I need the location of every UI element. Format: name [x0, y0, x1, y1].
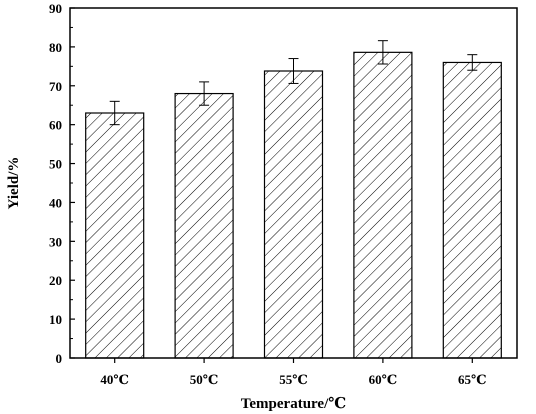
y-tick-label-8: 80	[49, 40, 62, 55]
x-axis-title: Temperature/℃	[241, 396, 346, 412]
bar-4	[442, 61, 502, 359]
error-bar-0	[109, 100, 120, 126]
y-tick-label-3: 30	[49, 234, 62, 249]
bar-2	[263, 70, 324, 359]
y-axis-title: Yield/%	[6, 157, 22, 210]
x-tick-label-2: 55℃	[279, 372, 308, 387]
error-bars-layer	[109, 40, 478, 126]
x-axis: 40℃ 50℃ 55℃ 60℃ 65℃	[100, 358, 487, 387]
error-bar-1	[199, 81, 210, 106]
y-tick-label-7: 70	[49, 79, 62, 94]
error-bar-3	[377, 40, 388, 65]
y-axis: 0 10 20 30 40 50 60 70 80 90	[49, 1, 75, 366]
y-tick-label-6: 60	[49, 118, 62, 133]
x-tick-label-1: 50℃	[190, 372, 219, 387]
bar-3	[353, 51, 413, 359]
y-tick-label-4: 40	[49, 195, 62, 210]
y-tick-label-1: 10	[49, 312, 62, 327]
x-tick-label-0: 40℃	[100, 372, 129, 387]
error-bar-4	[467, 54, 478, 71]
bars-layer	[85, 51, 502, 359]
x-tick-label-3: 60℃	[369, 372, 398, 387]
y-tick-label-0: 0	[56, 351, 63, 366]
x-tick-label-4: 65℃	[458, 372, 487, 387]
bar-0	[85, 112, 145, 359]
y-tick-label-2: 20	[49, 273, 62, 288]
bar-1	[174, 92, 234, 359]
y-tick-label-5: 50	[49, 157, 62, 172]
y-tick-label-9: 90	[49, 1, 62, 16]
error-bar-2	[288, 58, 299, 84]
